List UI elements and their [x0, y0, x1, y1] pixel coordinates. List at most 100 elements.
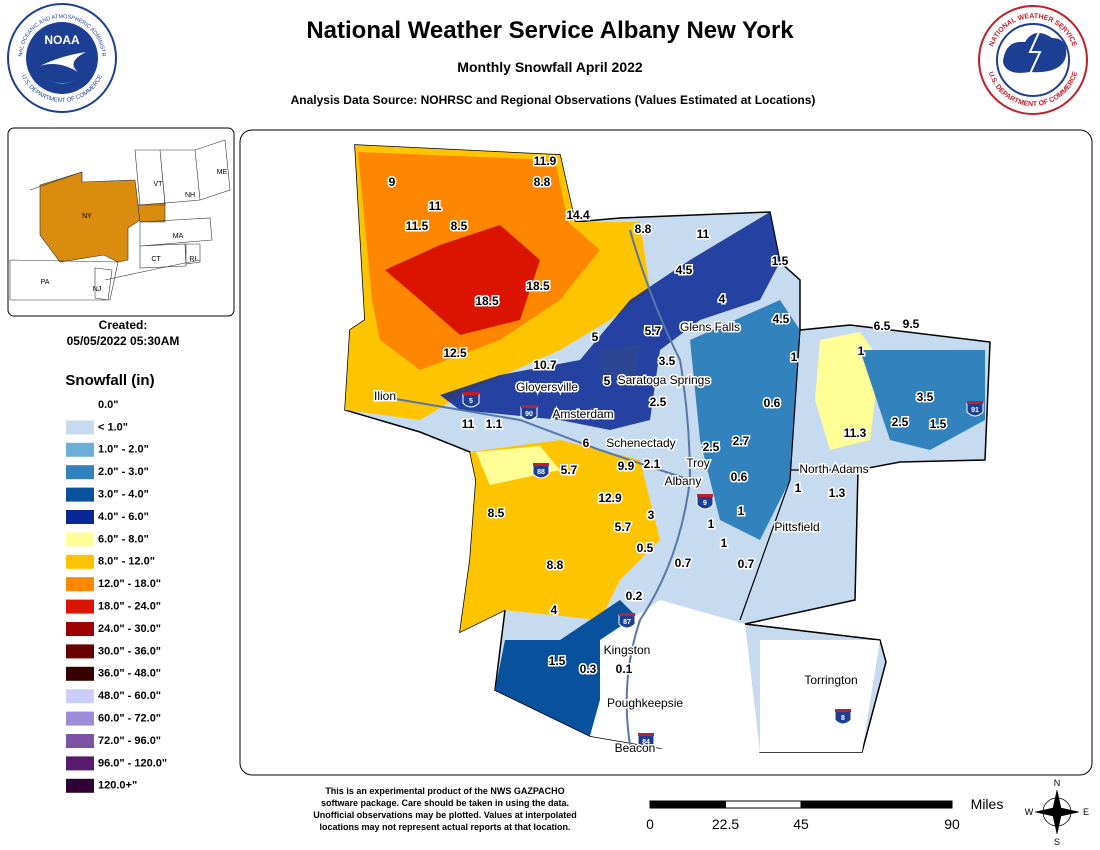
snowfall-value: 0.7	[738, 557, 755, 571]
inset-label: PA	[41, 279, 50, 286]
snowfall-value: 8.8	[534, 175, 551, 189]
snowfall-value: 4	[719, 292, 726, 306]
scale-label: 0	[646, 816, 654, 832]
legend-swatch	[66, 510, 94, 524]
nws-logo: NATIONAL WEATHER SERVICE U.S. DEPARTMENT…	[978, 5, 1088, 115]
highway-number: 87	[623, 619, 631, 626]
legend-swatch	[66, 532, 94, 547]
snowfall-value: 11	[462, 417, 475, 431]
snowfall-value: 0.3	[580, 662, 597, 676]
city-label: Pittsfield	[774, 520, 819, 534]
legend-title: Snowfall (in)	[65, 372, 154, 389]
compass-letter: N	[1054, 778, 1061, 788]
legend-label: 30.0" - 36.0"	[98, 645, 161, 657]
legend-label: 12.0" - 18.0"	[98, 578, 161, 590]
snowfall-value: 1	[791, 350, 798, 364]
snowfall-value: 0.7	[675, 556, 692, 570]
legend-label: 48.0" - 60.0"	[98, 690, 161, 702]
snowfall-value: 9.5	[903, 317, 920, 331]
legend-label: 36.0" - 48.0"	[98, 668, 161, 680]
snowfall-value: 6.5	[874, 319, 891, 333]
highway-shield	[520, 406, 538, 421]
snowfall-value: 0.5	[637, 541, 654, 555]
legend-swatch	[66, 644, 94, 659]
legend-label: 3.0" - 4.0"	[98, 489, 149, 501]
legend-label: 6.0" - 8.0"	[98, 533, 149, 545]
snowfall-value: 1.5	[930, 417, 947, 431]
scale-segment	[649, 800, 726, 809]
legend-label: 18.0" - 24.0"	[98, 601, 161, 613]
compass: N S W E	[1025, 778, 1089, 847]
created-label: Created:	[99, 318, 148, 332]
highway-band	[521, 405, 537, 408]
city-label: Poughkeepsie	[607, 696, 683, 710]
city-label: Beacon	[615, 741, 656, 755]
snowfall-value: 2.5	[703, 440, 720, 454]
snowfall-value: 1	[795, 481, 802, 495]
highway-number: 8	[841, 715, 845, 722]
inset-map	[7, 127, 235, 317]
inset-label: RI	[190, 256, 197, 263]
city-label: Schenectady	[606, 436, 675, 450]
legend-label: 120.0+"	[98, 780, 137, 792]
legend-swatch	[66, 465, 94, 480]
highway-shield	[532, 464, 550, 479]
snowfall-value: 10.7	[533, 358, 557, 372]
snowfall-value: 2.7	[733, 434, 750, 448]
created-datetime: 05/05/2022 05:30AM	[67, 334, 180, 348]
noaa-text: NOAA	[44, 33, 80, 47]
legend-swatch	[66, 689, 94, 704]
city-label: Amsterdam	[552, 407, 613, 421]
highway-band	[967, 401, 983, 404]
footnote-line: software package. Care should be taken i…	[321, 798, 569, 808]
snowfall-value: 5.7	[645, 324, 662, 338]
legend-swatch	[66, 734, 94, 748]
compass-letter: S	[1054, 837, 1060, 847]
highway-number: 5	[469, 398, 473, 405]
compass-letter: E	[1083, 807, 1089, 817]
legend-label: 0.0"	[98, 399, 119, 411]
snowfall-value: 11	[697, 227, 710, 241]
legend-label: < 1.0"	[98, 421, 128, 433]
legend-swatch	[66, 599, 94, 614]
highway-band	[463, 392, 479, 395]
highway-shield	[637, 734, 655, 749]
scale-label: 45	[793, 816, 809, 832]
city-label: North Adams	[799, 462, 868, 476]
legend-label: 96.0" - 120.0"	[98, 757, 167, 769]
snowfall-value: 1	[708, 517, 715, 531]
snowfall-value: 5	[604, 374, 611, 388]
highway-band	[638, 733, 654, 736]
snowfall-value: 8.8	[635, 222, 652, 236]
legend-label: 60.0" - 72.0"	[98, 713, 161, 725]
snowfall-value: 11.5	[406, 219, 429, 233]
legend-swatch	[66, 442, 94, 457]
legend-label: 8.0" - 12.0"	[98, 556, 155, 568]
snowfall-value: 8.5	[488, 506, 505, 520]
inset-label: CT	[151, 256, 161, 263]
scale-unit: Miles	[971, 796, 1004, 812]
snowfall-value: 1.1	[486, 417, 503, 431]
snowfall-value: 5.7	[561, 463, 578, 477]
title: National Weather Service Albany New York	[306, 17, 794, 44]
snowfall-value: 5	[592, 330, 599, 344]
snowfall-value: 1.5	[549, 654, 566, 668]
inset-label: VT	[154, 181, 164, 188]
inset-label: NY	[82, 213, 92, 220]
noaa-logo: NOAA NATIONAL OCEANIC AND ATMOSPHERIC AD…	[0, 0, 117, 113]
snowfall-value: 14.4	[566, 208, 590, 222]
snowfall-value: 8.8	[547, 558, 564, 572]
highway-band	[835, 709, 851, 712]
highway-number: 9	[703, 500, 707, 507]
highway-number: 84	[642, 739, 650, 746]
legend-label: 72.0" - 96.0"	[98, 735, 161, 747]
legend-label: 1.0" - 2.0"	[98, 444, 149, 456]
legend-swatch	[66, 554, 94, 569]
snowfall-value: 18.5	[526, 279, 550, 293]
inset-label: ME	[217, 169, 228, 176]
snowfall-value: 3	[648, 508, 655, 522]
snowfall-value: 11	[429, 199, 442, 213]
snowfall-value: 0.6	[731, 470, 748, 484]
snowfall-value: 11.9	[534, 154, 557, 168]
highway-shield	[696, 495, 714, 510]
